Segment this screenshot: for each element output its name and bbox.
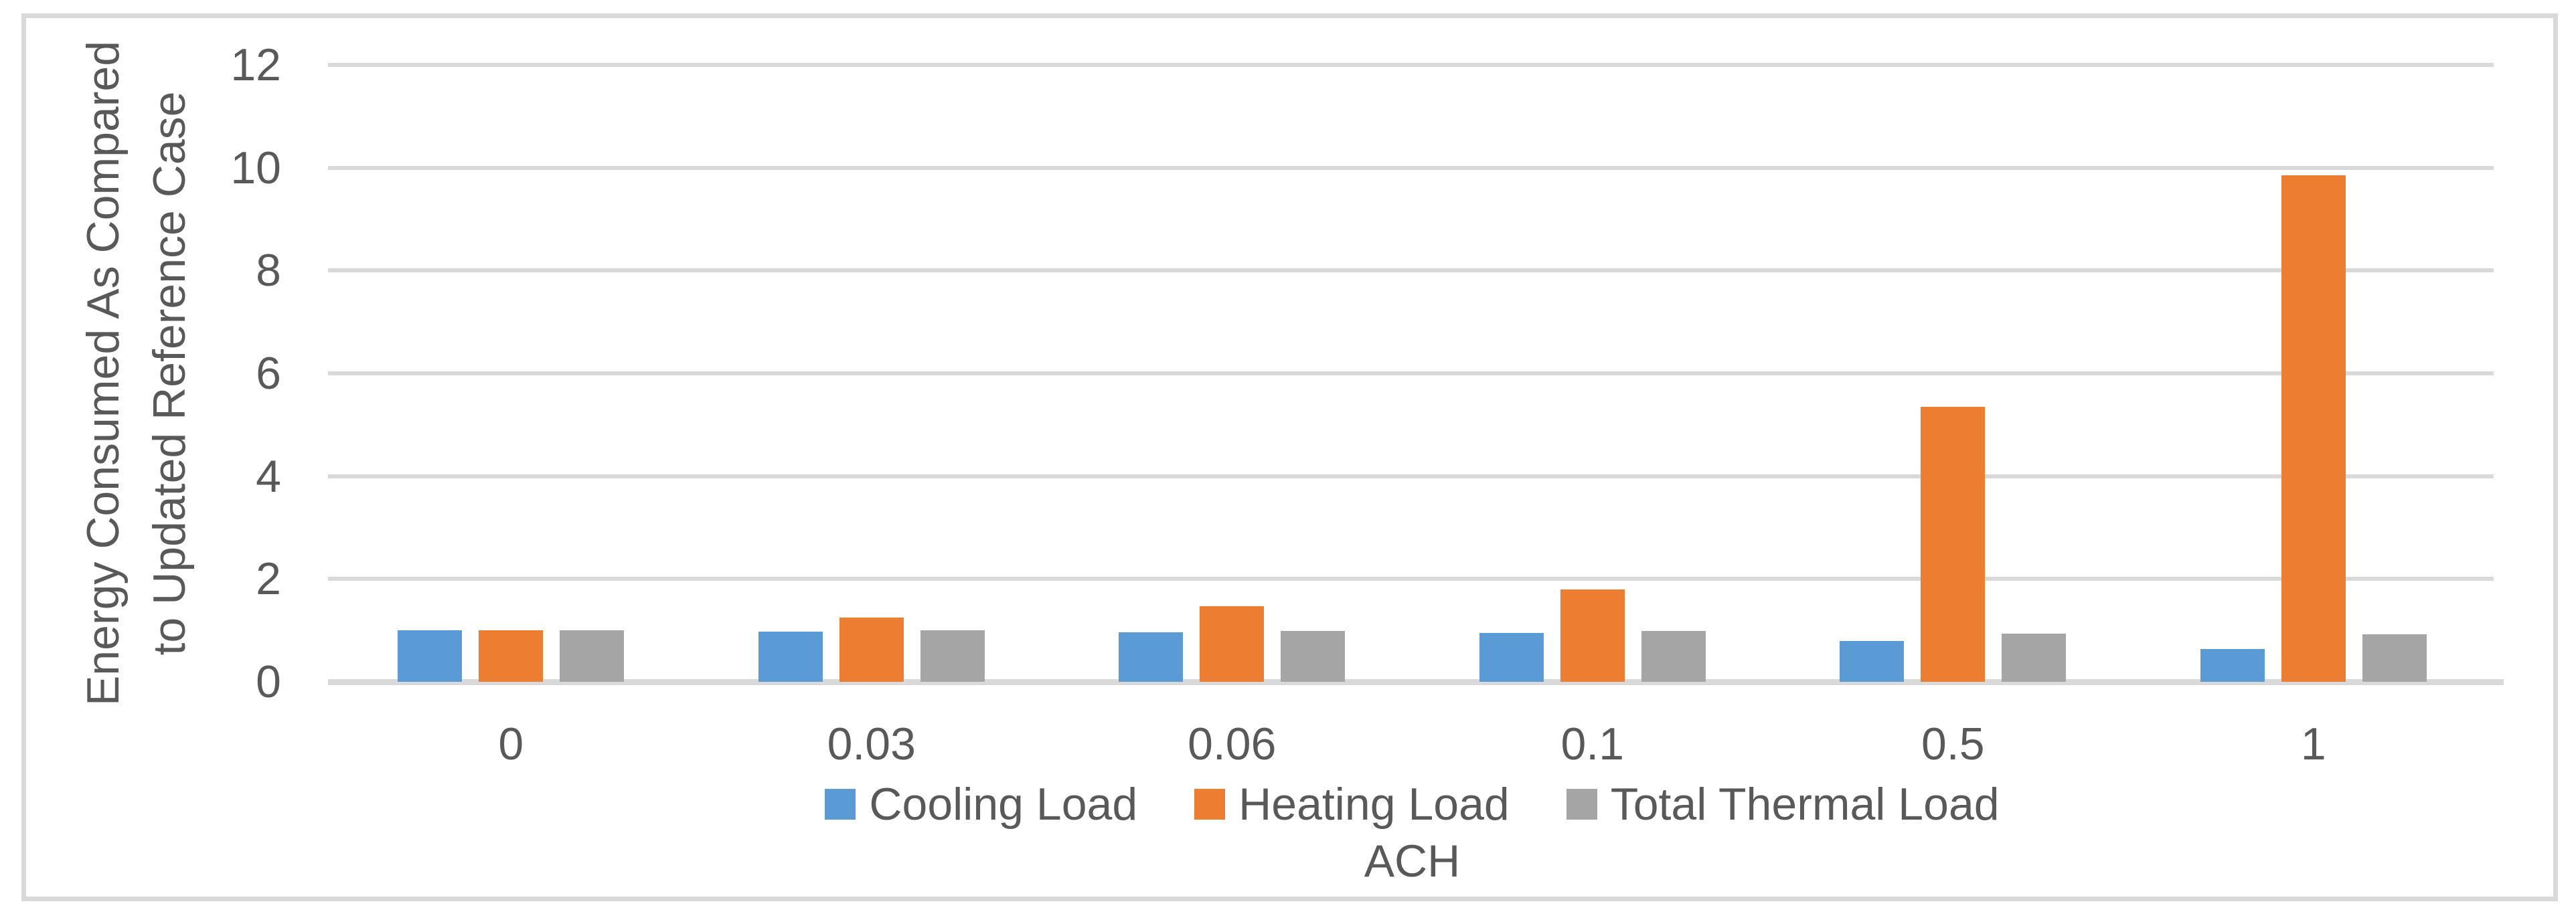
x-tick-label-0-1: 0.1 <box>1560 719 1625 769</box>
bar-heating-load-0-1 <box>1560 589 1625 682</box>
y-tick-label-2: 2 <box>256 553 281 605</box>
y-tick-label-8: 8 <box>256 245 281 296</box>
y-tick-label-4: 4 <box>256 450 281 502</box>
y-tick-label-10: 10 <box>230 142 281 193</box>
bar-heating-load-0 <box>479 630 544 682</box>
x-tick-label-0-06: 0.06 <box>1188 719 1277 769</box>
bar-heating-load-0-03 <box>839 617 904 682</box>
gridline-12 <box>328 63 2494 68</box>
bar-cooling-load-0 <box>398 630 463 682</box>
bar-cooling-load-0-1 <box>1479 633 1544 682</box>
legend-swatch-heating-load <box>1194 789 1226 820</box>
legend-item-cooling-load: Cooling Load <box>825 780 1137 828</box>
bar-total-thermal-load-0-06 <box>1281 630 1346 682</box>
legend-label-heating-load: Heating Load <box>1238 779 1510 830</box>
x-tick-label-0-5: 0.5 <box>1921 719 1985 769</box>
bar-total-thermal-load-0 <box>560 630 625 682</box>
legend: Cooling Load Heating Load Total Thermal Lo… <box>331 779 2494 830</box>
x-axis-line <box>328 679 2504 685</box>
bar-heating-load-0-06 <box>1200 606 1265 682</box>
gridline-4 <box>328 474 2494 478</box>
legend-item-heating-load: Heating Load <box>1194 780 1510 828</box>
bar-cooling-load-0-06 <box>1119 632 1184 682</box>
gridline-2 <box>328 577 2494 581</box>
gridline-6 <box>328 371 2494 376</box>
x-axis-title: ACH <box>1364 836 1461 887</box>
bar-total-thermal-load-1 <box>2362 634 2427 682</box>
bar-cooling-load-0-03 <box>758 631 823 682</box>
bar-total-thermal-load-0-03 <box>920 630 985 682</box>
bar-cooling-load-0-5 <box>1840 641 1905 682</box>
y-tick-label-6: 6 <box>256 348 281 399</box>
legend-label-total-thermal-load: Total Thermal Load <box>1610 779 2000 830</box>
bar-total-thermal-load-0-1 <box>1641 630 1706 682</box>
y-tick-label-0: 0 <box>256 656 281 707</box>
y-tick-label-12: 12 <box>230 39 281 91</box>
chart-border <box>21 13 2558 901</box>
x-tick-label-0-03: 0.03 <box>827 719 916 769</box>
bar-heating-load-1 <box>2281 175 2346 682</box>
x-tick-label-0: 0 <box>498 719 524 769</box>
gridline-8 <box>328 268 2494 273</box>
x-tick-label-1: 1 <box>2300 719 2326 769</box>
legend-item-total-thermal-load: Total Thermal Load <box>1566 780 2000 828</box>
bar-heating-load-0-5 <box>1921 406 1986 682</box>
legend-swatch-cooling-load <box>825 789 856 820</box>
gridline-10 <box>328 165 2494 170</box>
legend-label-cooling-load: Cooling Load <box>869 779 1138 830</box>
bar-cooling-load-1 <box>2200 648 2265 682</box>
bar-total-thermal-load-0-5 <box>2002 633 2067 682</box>
legend-swatch-total-thermal-load <box>1566 789 1597 820</box>
